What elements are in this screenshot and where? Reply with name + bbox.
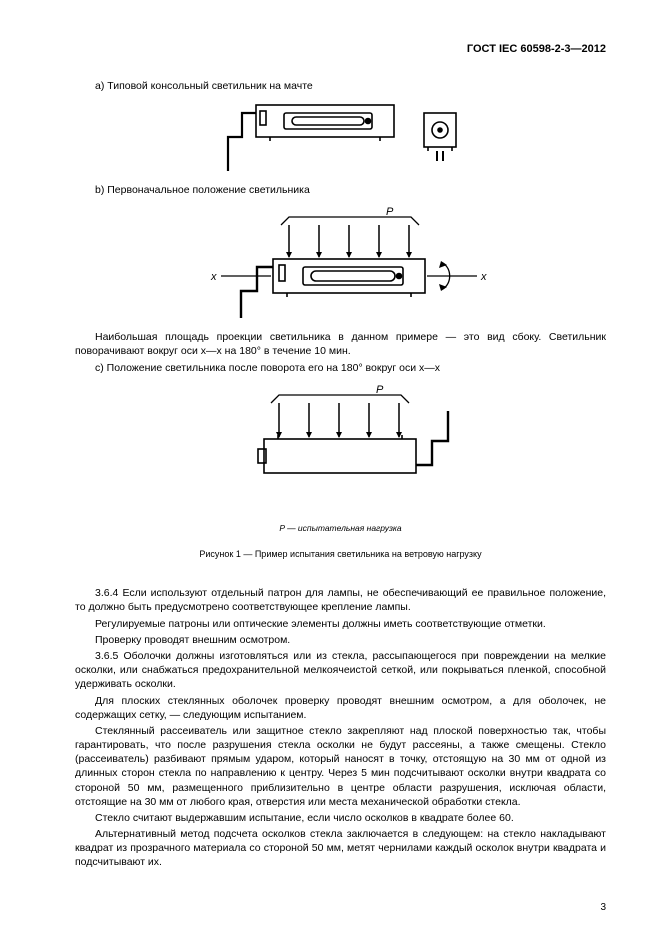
item-c-label: c) Положение светильника после поворота … [75,361,606,375]
figure-a [75,99,606,171]
para-alt-method: Альтернативный метод подсчета осколков с… [75,827,606,870]
page-number: 3 [600,901,606,915]
para-flat-glass: Для плоских стеклянных оболочек проверку… [75,694,606,722]
para-glass-pass: Стекло считают выдержавшим испытание, ес… [75,811,606,825]
mid-paragraph: Наибольшая площадь проекции светильника … [75,330,606,358]
luminaire-front-view [418,109,462,161]
svg-text:P: P [386,206,394,218]
item-a-label: a) Типовой консольный светильник на мачт… [75,79,606,93]
item-b-label: b) Первоначальное положение светильника [75,183,606,197]
para-check-visual: Проверку проводят внешним осмотром. [75,633,606,647]
para-glass-diffuser: Стеклянный рассеиватель или защитное сте… [75,724,606,809]
document-header: ГОСТ IEC 60598-2-3—2012 [75,42,606,57]
luminaire-initial-position: P [191,203,491,318]
svg-text:x: x [210,271,217,283]
para-3-6-5: 3.6.5 Оболочки должны изготовляться или … [75,649,606,692]
svg-text:P: P [376,384,384,396]
load-caption: P — испытательная нагрузка [75,523,606,534]
para-adjustable: Регулируемые патроны или оптические элем… [75,617,606,631]
figure-c: P [75,381,606,511]
luminaire-side-view [220,99,400,171]
figure-b: P [75,203,606,318]
luminaire-rotated-position: P [216,381,466,511]
svg-text:x: x [480,271,487,283]
figure-1-title: Рисунок 1 — Пример испытания светильника… [75,548,606,560]
para-3-6-4: 3.6.4 Если используют отдельный патрон д… [75,586,606,614]
